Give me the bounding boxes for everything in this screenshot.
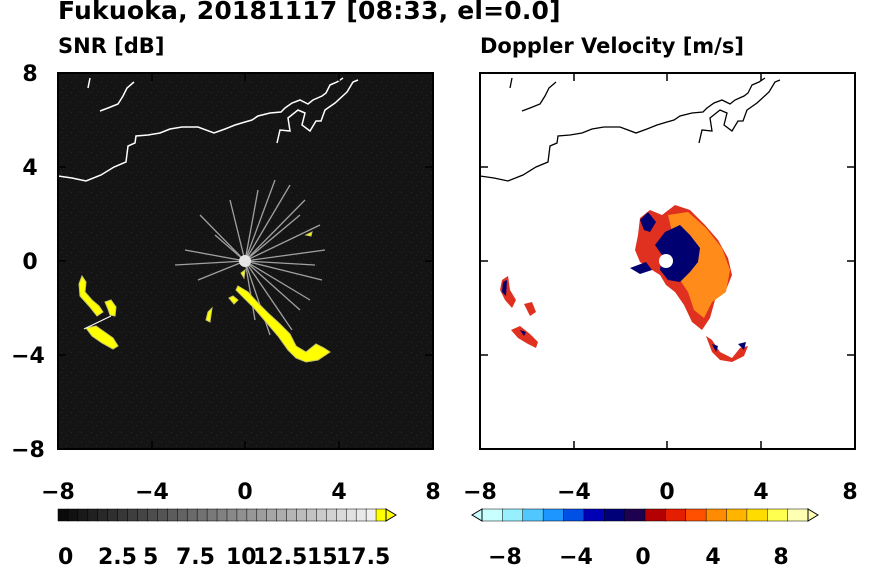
- colorbar-swatch: [502, 508, 524, 522]
- doppler-x-tick-4: 4: [753, 480, 768, 505]
- colorbar-swatch: [77, 508, 89, 522]
- colorbar-swatch: [226, 508, 238, 522]
- colorbar-swatch: [246, 508, 258, 522]
- snr-y-tick-neg8: −8: [11, 438, 45, 463]
- colorbar-swatch: [206, 508, 218, 522]
- colorbar-swatch: [746, 508, 768, 522]
- colorbar-swatch: [266, 508, 278, 522]
- snr-y-tick-neg4: −4: [11, 344, 45, 369]
- snr-y-tick-8: 8: [22, 62, 37, 87]
- doppler-panel: −8 −4 0 4 8 −8 −4 0 4 8: [463, 72, 858, 570]
- colorbar-swatch: [67, 508, 79, 522]
- doppler-x-tick-8: 8: [842, 480, 857, 505]
- colorbar-swatch: [196, 508, 208, 522]
- doppler-x-tick-neg4: −4: [557, 480, 591, 505]
- snr-x-tick-8: 8: [425, 480, 440, 505]
- colorbar-swatch: [117, 508, 129, 522]
- colorbar-max-arrow: [385, 508, 397, 522]
- colorbar-swatch: [604, 508, 626, 522]
- snr-y-tick-0: 0: [22, 250, 37, 275]
- colorbar-swatch: [107, 508, 119, 522]
- doppler-cb-label-4: 4: [705, 545, 720, 570]
- colorbar-swatch: [726, 508, 748, 522]
- snr-cb-label-5: 5: [143, 545, 158, 570]
- doppler-x-tick-0: 0: [659, 480, 674, 505]
- colorbar-swatch: [583, 508, 605, 522]
- doppler-x-tick-neg8: −8: [463, 480, 497, 505]
- colorbar-swatch: [375, 508, 387, 522]
- snr-x-tick-neg8: −8: [41, 480, 75, 505]
- colorbar-swatch: [522, 508, 544, 522]
- colorbar-swatch: [316, 508, 328, 522]
- snr-streak: [83, 315, 112, 330]
- snr-y-tick-4: 4: [22, 156, 37, 181]
- snr-cb-label-10: 10: [226, 545, 257, 570]
- doppler-axis-ticks: [479, 72, 856, 450]
- colorbar-swatch: [296, 508, 308, 522]
- snr-cb-label-17-5: 17.5: [336, 545, 390, 570]
- colorbar-swatch: [286, 508, 298, 522]
- colorbar-swatch: [97, 508, 109, 522]
- colorbar-swatch: [236, 508, 248, 522]
- doppler-cb-label-neg4: −4: [559, 545, 593, 570]
- snr-echo-spokes: [174, 179, 326, 336]
- radar-site: [239, 255, 251, 267]
- colorbar-swatch: [167, 508, 179, 522]
- colorbar-swatch: [137, 508, 149, 522]
- snr-colorbar: [57, 508, 397, 522]
- colorbar-swatch: [186, 508, 198, 522]
- colorbar-swatch: [127, 508, 139, 522]
- colorbar-swatch: [57, 508, 69, 522]
- colorbar-swatch: [787, 508, 809, 522]
- colorbar-max-arrow: [807, 508, 819, 522]
- colorbar-swatch: [177, 508, 188, 522]
- colorbar-min-arrow: [471, 508, 483, 522]
- snr-cb-label-15: 15: [307, 545, 338, 570]
- snr-cb-label-2-5: 2.5: [98, 545, 137, 570]
- doppler-cb-label-0: 0: [635, 545, 650, 570]
- colorbar-swatch: [306, 508, 318, 522]
- snr-axis-ticks: [57, 72, 434, 450]
- colorbar-swatch: [256, 508, 268, 522]
- colorbar-swatch: [216, 508, 228, 522]
- snr-x-tick-neg4: −4: [135, 480, 169, 505]
- snr-cb-label-12-5: 12.5: [253, 545, 307, 570]
- colorbar-swatch: [624, 508, 646, 522]
- snr-high-echoes: [78, 231, 331, 363]
- colorbar-swatch: [705, 508, 728, 522]
- colorbar-swatch: [147, 508, 159, 522]
- snr-x-tick-4: 4: [331, 480, 346, 505]
- colorbar-swatch: [157, 508, 169, 522]
- colorbar-swatch: [365, 508, 377, 522]
- colorbar-swatch: [644, 508, 667, 522]
- doppler-colorbar: [471, 508, 819, 522]
- colorbar-swatch: [767, 508, 789, 522]
- colorbar-swatch: [326, 508, 338, 522]
- figure-title: Fukuoka, 20181117 [08:33, el=0.0]: [58, 0, 561, 25]
- colorbar-swatch: [665, 508, 687, 522]
- colorbar-swatch: [336, 508, 347, 522]
- snr-panel-title: SNR [dB]: [58, 34, 165, 58]
- colorbar-swatch: [542, 508, 565, 522]
- colorbar-swatch: [87, 508, 99, 522]
- colorbar-swatch: [345, 508, 357, 522]
- doppler-panel-title: Doppler Velocity [m/s]: [480, 34, 744, 58]
- snr-cb-label-0: 0: [58, 545, 73, 570]
- doppler-echoes: [500, 205, 748, 362]
- colorbar-swatch: [355, 508, 367, 522]
- doppler-cb-label-neg8: −8: [488, 545, 522, 570]
- colorbar-swatch: [685, 508, 707, 522]
- colorbar-swatch: [563, 508, 585, 522]
- snr-coastline: [58, 77, 359, 182]
- colorbar-swatch: [481, 508, 504, 522]
- snr-x-tick-0: 0: [237, 480, 252, 505]
- snr-cb-label-7-5: 7.5: [176, 545, 215, 570]
- doppler-coastline: [480, 77, 781, 182]
- doppler-cb-label-8: 8: [773, 545, 788, 570]
- snr-panel: 8 4 0 −4 −8 −8 −4 0 4 8 0 2.5 5 7.5 10 1…: [11, 62, 441, 570]
- colorbar-swatch: [276, 508, 288, 522]
